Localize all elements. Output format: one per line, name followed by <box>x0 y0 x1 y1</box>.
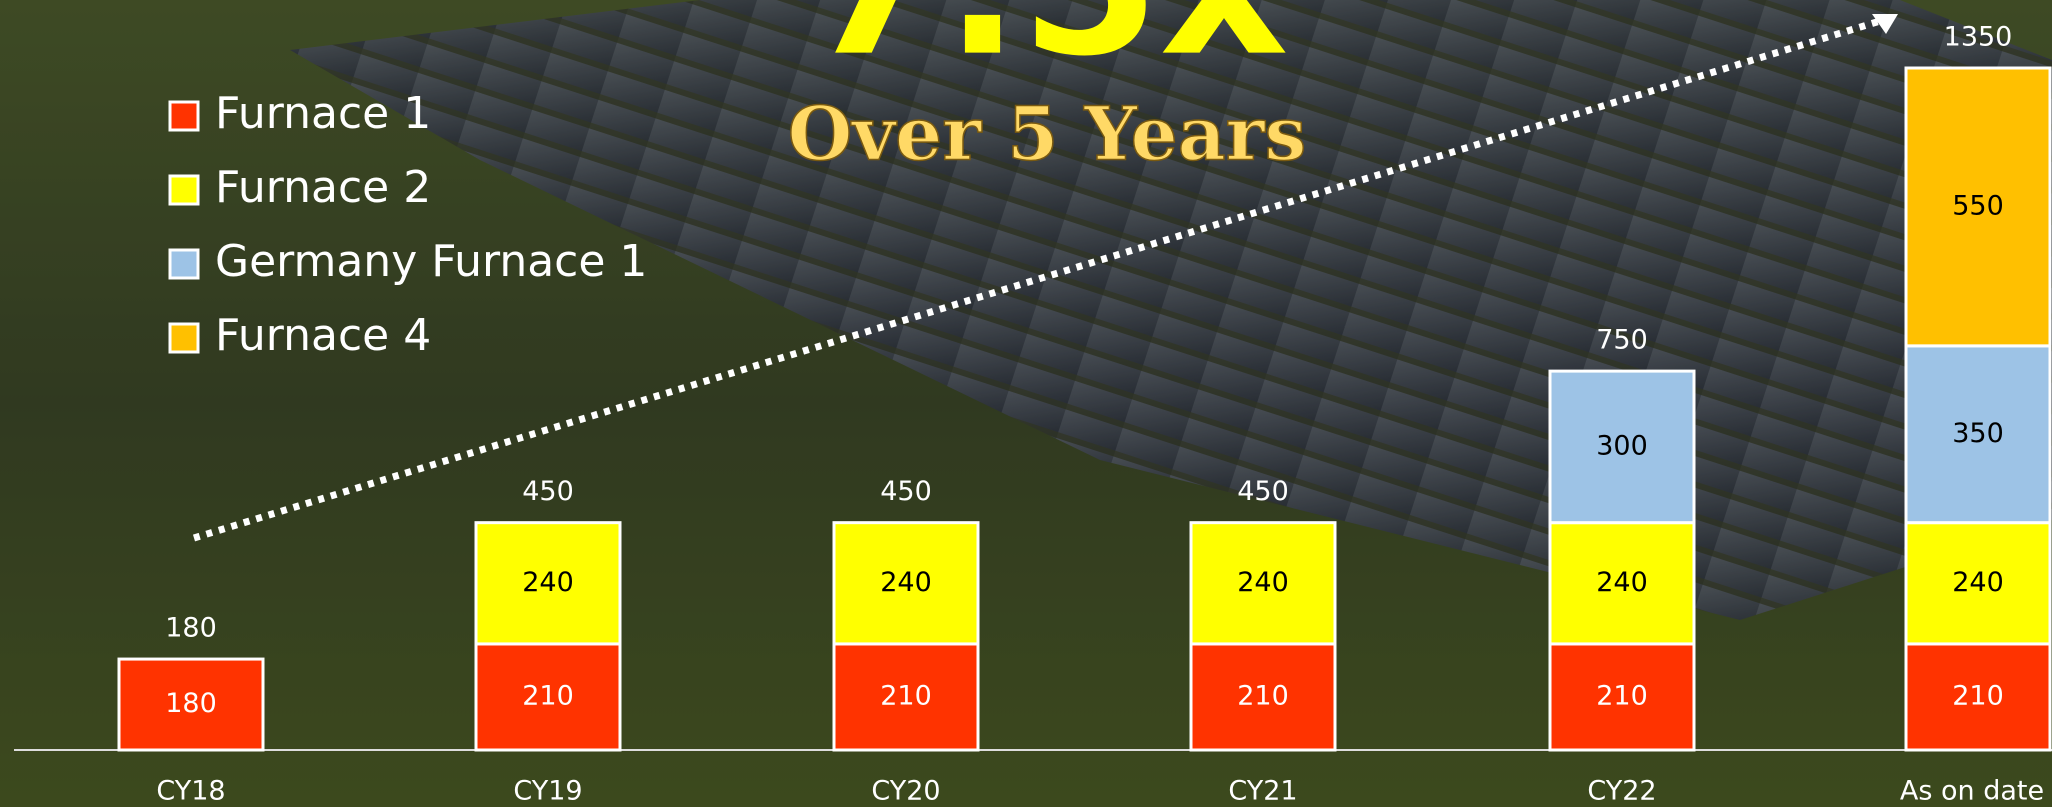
legend-swatch <box>170 250 198 278</box>
total-label: 750 <box>1596 325 1648 356</box>
chart-title: 7.5x <box>805 0 1288 101</box>
segment-label: 210 <box>1596 680 1648 711</box>
segment-label: 240 <box>880 567 932 598</box>
segment-label: 240 <box>1237 567 1289 598</box>
legend-label: Germany Furnace 1 <box>215 236 647 287</box>
segment-label: 210 <box>522 680 574 711</box>
x-tick-label: CY20 <box>871 776 940 807</box>
page: 7.5x Over 5 Years 180 180 CY18 210 240 450 CY1… <box>0 0 2052 807</box>
chart-subtitle: Over 5 Years <box>788 92 1307 178</box>
segment-label: 350 <box>1952 418 2004 449</box>
segment-label: 240 <box>1952 567 2004 598</box>
x-tick-label: CY18 <box>156 776 225 807</box>
legend-swatch <box>170 176 198 204</box>
segment-label: 550 <box>1952 190 2004 221</box>
x-tick-label: CY22 <box>1587 776 1656 807</box>
total-label: 1350 <box>1944 22 2013 53</box>
legend-label: Furnace 1 <box>215 88 431 139</box>
x-tick-label: CY19 <box>513 776 582 807</box>
segment-label: 240 <box>1596 567 1648 598</box>
x-tick-label: As on date <box>1900 776 2044 807</box>
segment-label: 210 <box>880 680 932 711</box>
total-label: 450 <box>522 476 574 507</box>
segment-label: 210 <box>1952 680 2004 711</box>
segment-label: 180 <box>165 688 217 719</box>
segment-label: 240 <box>522 567 574 598</box>
segment-label: 300 <box>1596 430 1648 461</box>
total-label: 180 <box>165 613 217 644</box>
legend-label: Furnace 4 <box>215 310 431 361</box>
legend-swatch <box>170 102 198 130</box>
legend-swatch <box>170 324 198 352</box>
x-tick-label: CY21 <box>1228 776 1297 807</box>
total-label: 450 <box>1237 476 1289 507</box>
legend-label: Furnace 2 <box>215 162 431 213</box>
total-label: 450 <box>880 476 932 507</box>
chart: 7.5x Over 5 Years 180 180 CY18 210 240 450 CY1… <box>0 0 2052 807</box>
segment-label: 210 <box>1237 680 1289 711</box>
